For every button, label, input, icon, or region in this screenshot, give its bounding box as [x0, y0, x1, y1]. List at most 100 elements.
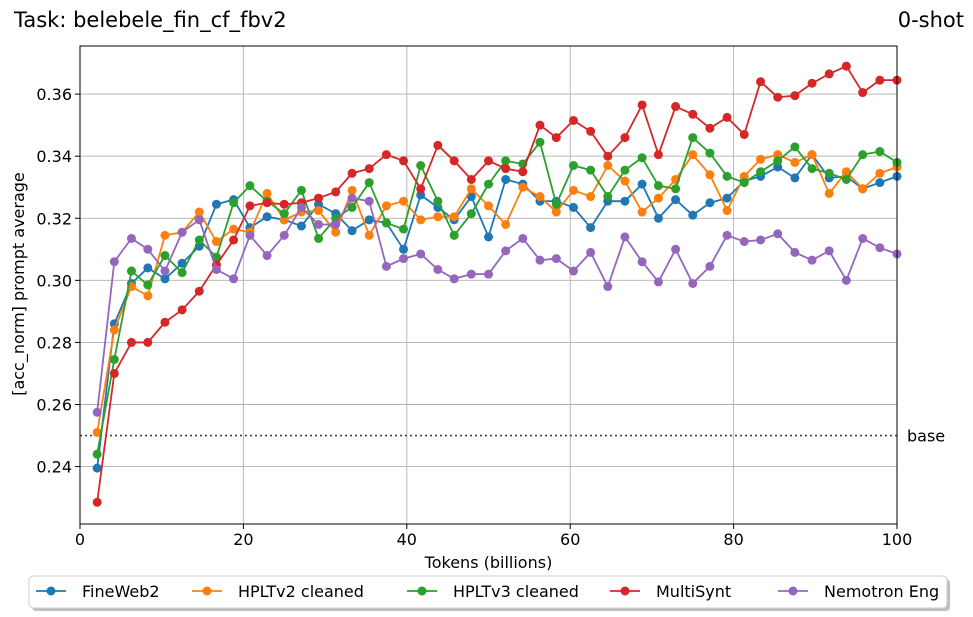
- data-point: [381, 218, 391, 228]
- data-point: [637, 100, 647, 110]
- data-point: [92, 427, 102, 437]
- data-point: [416, 215, 426, 225]
- plot-frame: [79, 45, 898, 525]
- data-point: [245, 230, 255, 240]
- y-tick-label: 0.36: [36, 85, 72, 104]
- data-point: [875, 178, 885, 188]
- data-point: [347, 226, 357, 236]
- data-point: [841, 275, 851, 285]
- data-point: [568, 115, 578, 125]
- data-point: [688, 278, 698, 288]
- legend-label: HPLTv3 cleaned: [453, 582, 579, 601]
- data-point: [551, 254, 561, 264]
- data-point: [381, 150, 391, 160]
- data-point: [211, 199, 221, 209]
- data-point: [722, 206, 732, 216]
- data-point: [858, 184, 868, 194]
- data-point: [194, 235, 204, 245]
- data-point: [807, 164, 817, 174]
- data-point: [245, 201, 255, 211]
- data-point: [705, 148, 715, 158]
- data-point: [314, 193, 324, 203]
- data-point: [484, 201, 493, 211]
- data-point: [160, 251, 170, 261]
- data-point: [449, 156, 459, 166]
- data-point: [194, 207, 204, 217]
- data-point: [314, 206, 324, 216]
- data-point: [501, 164, 511, 174]
- data-point: [347, 185, 357, 195]
- data-point: [773, 156, 783, 166]
- data-point: [756, 77, 766, 87]
- data-point: [160, 230, 170, 240]
- data-point: [160, 266, 170, 276]
- data-point: [824, 168, 834, 178]
- data-point: [568, 202, 578, 212]
- data-point: [466, 269, 476, 279]
- y-tick-label: 0.32: [36, 209, 72, 228]
- data-point: [653, 181, 663, 191]
- data-point: [824, 69, 834, 79]
- data-point: [653, 277, 663, 287]
- y-axis-label: [acc_norm] prompt average: [9, 172, 29, 396]
- data-point: [671, 184, 681, 194]
- series-nemotron-eng: [92, 193, 902, 417]
- data-point: [773, 229, 783, 239]
- y-tick-label: 0.28: [36, 333, 72, 352]
- data-point: [637, 257, 647, 267]
- data-point: [568, 161, 578, 170]
- legend-item: HPLTv2 cleaned: [192, 582, 364, 601]
- data-point: [364, 230, 374, 240]
- chart-subtitle: 0-shot: [898, 8, 964, 32]
- data-point: [637, 153, 647, 163]
- x-axis: 0 20 40 60 80 100: [75, 524, 912, 549]
- data-point: [603, 161, 613, 170]
- data-point: [296, 185, 306, 195]
- data-point: [364, 164, 374, 174]
- data-point: [722, 112, 732, 122]
- data-point: [262, 188, 272, 198]
- data-point: [143, 263, 153, 273]
- data-point: [416, 184, 426, 194]
- data-point: [535, 120, 545, 130]
- data-point: [194, 286, 204, 296]
- x-axis-label: Tokens (billions): [424, 553, 553, 572]
- data-point: [92, 407, 102, 417]
- data-point: [671, 195, 681, 205]
- data-point: [109, 325, 119, 335]
- data-point: [807, 255, 817, 265]
- data-point: [586, 126, 596, 136]
- data-point: [688, 109, 698, 119]
- data-point: [858, 150, 868, 160]
- data-point: [568, 266, 578, 276]
- data-point: [211, 264, 221, 274]
- data-point: [177, 258, 187, 268]
- data-point: [466, 209, 476, 219]
- legend-item: HPLTv3 cleaned: [407, 582, 579, 601]
- data-point: [364, 215, 374, 225]
- data-point: [858, 88, 868, 98]
- data-point: [620, 196, 630, 206]
- data-point: [279, 199, 289, 209]
- data-point: [331, 187, 341, 197]
- legend-item: Nemotron Eng: [778, 582, 939, 601]
- data-point: [705, 123, 715, 133]
- data-point: [347, 168, 357, 178]
- data-point: [109, 257, 119, 267]
- x-tick-label: 80: [723, 530, 743, 549]
- data-point: [824, 188, 834, 198]
- data-point: [416, 249, 426, 259]
- data-point: [551, 133, 561, 143]
- data-point: [364, 178, 374, 188]
- data-point: [347, 202, 357, 212]
- data-point: [262, 198, 272, 208]
- data-point: [143, 337, 153, 347]
- data-point: [722, 230, 732, 240]
- data-point: [314, 199, 324, 209]
- data-point: [518, 233, 528, 243]
- data-point: [790, 173, 800, 183]
- y-tick-label: 0.24: [36, 458, 72, 477]
- data-point: [399, 244, 409, 254]
- data-point: [501, 156, 511, 166]
- data-point: [143, 244, 153, 254]
